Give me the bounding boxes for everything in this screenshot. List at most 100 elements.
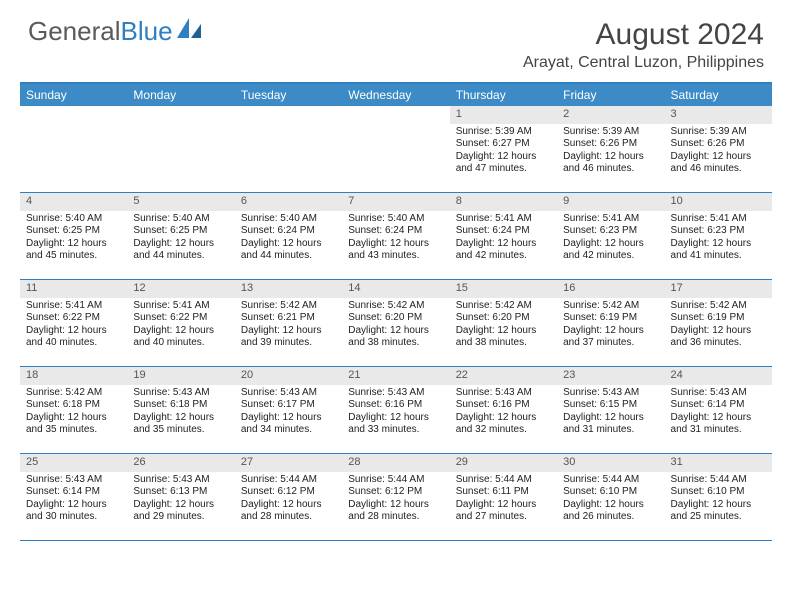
day-body: Sunrise: 5:42 AMSunset: 6:18 PMDaylight:…: [20, 385, 127, 437]
day-number: [127, 106, 234, 110]
sunrise-text: Sunrise: 5:43 AM: [671, 387, 766, 400]
day-number: 6: [235, 193, 342, 211]
day-cell: 31Sunrise: 5:44 AMSunset: 6:10 PMDayligh…: [665, 454, 772, 540]
dow-sunday: Sunday: [20, 84, 127, 106]
day-body: Sunrise: 5:43 AMSunset: 6:15 PMDaylight:…: [557, 385, 664, 437]
sunset-text: Sunset: 6:16 PM: [348, 399, 443, 412]
day-body: Sunrise: 5:43 AMSunset: 6:17 PMDaylight:…: [235, 385, 342, 437]
sunrise-text: Sunrise: 5:41 AM: [456, 213, 551, 226]
sunset-text: Sunset: 6:20 PM: [456, 312, 551, 325]
sunset-text: Sunset: 6:21 PM: [241, 312, 336, 325]
day-body: Sunrise: 5:40 AMSunset: 6:25 PMDaylight:…: [20, 211, 127, 263]
day-number: [235, 106, 342, 110]
day-number: 27: [235, 454, 342, 472]
day-number: [342, 106, 449, 110]
sunset-text: Sunset: 6:17 PM: [241, 399, 336, 412]
sunrise-text: Sunrise: 5:40 AM: [133, 213, 228, 226]
sunrise-text: Sunrise: 5:44 AM: [241, 474, 336, 487]
day-cell: 2Sunrise: 5:39 AMSunset: 6:26 PMDaylight…: [557, 106, 664, 192]
daylight-text: Daylight: 12 hours and 44 minutes.: [133, 238, 228, 263]
day-number: 16: [557, 280, 664, 298]
sunrise-text: Sunrise: 5:42 AM: [26, 387, 121, 400]
day-body: Sunrise: 5:43 AMSunset: 6:16 PMDaylight:…: [450, 385, 557, 437]
day-cell: 25Sunrise: 5:43 AMSunset: 6:14 PMDayligh…: [20, 454, 127, 540]
sunrise-text: Sunrise: 5:44 AM: [563, 474, 658, 487]
day-cell: 19Sunrise: 5:43 AMSunset: 6:18 PMDayligh…: [127, 367, 234, 453]
sunset-text: Sunset: 6:24 PM: [348, 225, 443, 238]
daylight-text: Daylight: 12 hours and 46 minutes.: [671, 151, 766, 176]
day-cell: [127, 106, 234, 192]
daylight-text: Daylight: 12 hours and 29 minutes.: [133, 499, 228, 524]
sunrise-text: Sunrise: 5:42 AM: [241, 300, 336, 313]
sunrise-text: Sunrise: 5:42 AM: [671, 300, 766, 313]
day-cell: 8Sunrise: 5:41 AMSunset: 6:24 PMDaylight…: [450, 193, 557, 279]
day-cell: 1Sunrise: 5:39 AMSunset: 6:27 PMDaylight…: [450, 106, 557, 192]
day-number: 14: [342, 280, 449, 298]
day-number: 13: [235, 280, 342, 298]
sunset-text: Sunset: 6:18 PM: [26, 399, 121, 412]
sunrise-text: Sunrise: 5:43 AM: [563, 387, 658, 400]
day-body: Sunrise: 5:43 AMSunset: 6:14 PMDaylight:…: [665, 385, 772, 437]
day-number: 4: [20, 193, 127, 211]
daylight-text: Daylight: 12 hours and 35 minutes.: [26, 412, 121, 437]
day-number: 9: [557, 193, 664, 211]
daylight-text: Daylight: 12 hours and 42 minutes.: [456, 238, 551, 263]
day-number: 12: [127, 280, 234, 298]
day-body: Sunrise: 5:39 AMSunset: 6:26 PMDaylight:…: [665, 124, 772, 176]
weeks-container: 1Sunrise: 5:39 AMSunset: 6:27 PMDaylight…: [20, 106, 772, 541]
sunrise-text: Sunrise: 5:41 AM: [563, 213, 658, 226]
sunrise-text: Sunrise: 5:39 AM: [671, 126, 766, 139]
day-cell: 9Sunrise: 5:41 AMSunset: 6:23 PMDaylight…: [557, 193, 664, 279]
sunset-text: Sunset: 6:20 PM: [348, 312, 443, 325]
day-body: Sunrise: 5:39 AMSunset: 6:26 PMDaylight:…: [557, 124, 664, 176]
day-body: Sunrise: 5:39 AMSunset: 6:27 PMDaylight:…: [450, 124, 557, 176]
day-number: 23: [557, 367, 664, 385]
day-cell: [235, 106, 342, 192]
day-number: 31: [665, 454, 772, 472]
sunrise-text: Sunrise: 5:43 AM: [133, 387, 228, 400]
dow-row: Sunday Monday Tuesday Wednesday Thursday…: [20, 84, 772, 106]
daylight-text: Daylight: 12 hours and 42 minutes.: [563, 238, 658, 263]
day-number: 3: [665, 106, 772, 124]
dow-friday: Friday: [557, 84, 664, 106]
daylight-text: Daylight: 12 hours and 26 minutes.: [563, 499, 658, 524]
daylight-text: Daylight: 12 hours and 46 minutes.: [563, 151, 658, 176]
month-title: August 2024: [523, 18, 764, 52]
sunrise-text: Sunrise: 5:43 AM: [26, 474, 121, 487]
day-cell: 6Sunrise: 5:40 AMSunset: 6:24 PMDaylight…: [235, 193, 342, 279]
sunset-text: Sunset: 6:16 PM: [456, 399, 551, 412]
calendar: Sunday Monday Tuesday Wednesday Thursday…: [20, 82, 772, 541]
day-cell: 23Sunrise: 5:43 AMSunset: 6:15 PMDayligh…: [557, 367, 664, 453]
day-number: 5: [127, 193, 234, 211]
day-cell: 29Sunrise: 5:44 AMSunset: 6:11 PMDayligh…: [450, 454, 557, 540]
day-number: 26: [127, 454, 234, 472]
daylight-text: Daylight: 12 hours and 45 minutes.: [26, 238, 121, 263]
day-cell: 17Sunrise: 5:42 AMSunset: 6:19 PMDayligh…: [665, 280, 772, 366]
daylight-text: Daylight: 12 hours and 33 minutes.: [348, 412, 443, 437]
sunrise-text: Sunrise: 5:40 AM: [26, 213, 121, 226]
day-number: 24: [665, 367, 772, 385]
daylight-text: Daylight: 12 hours and 47 minutes.: [456, 151, 551, 176]
day-body: Sunrise: 5:41 AMSunset: 6:22 PMDaylight:…: [20, 298, 127, 350]
page-header: GeneralBlue August 2024 Arayat, Central …: [0, 0, 792, 72]
day-body: Sunrise: 5:41 AMSunset: 6:24 PMDaylight:…: [450, 211, 557, 263]
sunrise-text: Sunrise: 5:44 AM: [671, 474, 766, 487]
day-body: Sunrise: 5:40 AMSunset: 6:25 PMDaylight:…: [127, 211, 234, 263]
sunrise-text: Sunrise: 5:42 AM: [348, 300, 443, 313]
sunrise-text: Sunrise: 5:40 AM: [348, 213, 443, 226]
day-body: Sunrise: 5:43 AMSunset: 6:16 PMDaylight:…: [342, 385, 449, 437]
sunset-text: Sunset: 6:22 PM: [133, 312, 228, 325]
dow-thursday: Thursday: [450, 84, 557, 106]
daylight-text: Daylight: 12 hours and 41 minutes.: [671, 238, 766, 263]
sunrise-text: Sunrise: 5:41 AM: [133, 300, 228, 313]
sunset-text: Sunset: 6:14 PM: [26, 486, 121, 499]
day-number: 17: [665, 280, 772, 298]
day-body: Sunrise: 5:42 AMSunset: 6:19 PMDaylight:…: [665, 298, 772, 350]
day-cell: [20, 106, 127, 192]
day-number: 7: [342, 193, 449, 211]
day-cell: 5Sunrise: 5:40 AMSunset: 6:25 PMDaylight…: [127, 193, 234, 279]
day-number: 19: [127, 367, 234, 385]
day-body: Sunrise: 5:42 AMSunset: 6:20 PMDaylight:…: [342, 298, 449, 350]
daylight-text: Daylight: 12 hours and 36 minutes.: [671, 325, 766, 350]
day-body: Sunrise: 5:44 AMSunset: 6:12 PMDaylight:…: [235, 472, 342, 524]
